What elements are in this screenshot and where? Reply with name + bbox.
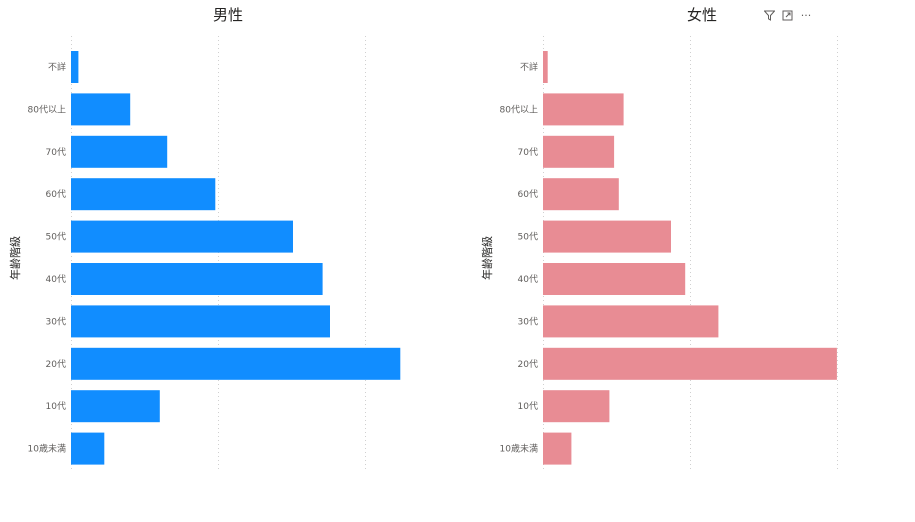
female-bar-7[interactable] [543, 347, 837, 380]
female-category-label: 60代 [518, 189, 538, 200]
male-chart-title: 男性 [213, 6, 243, 24]
female-bar-8[interactable] [543, 390, 610, 423]
female-bar-1[interactable] [543, 93, 624, 126]
more-options-icon[interactable]: ··· [800, 8, 812, 22]
male-category-label: 70代 [46, 147, 66, 158]
female-bar-5[interactable] [543, 263, 686, 295]
male-bar-1[interactable] [71, 93, 131, 126]
male-bar-3[interactable] [71, 178, 216, 211]
focus-mode-icon[interactable] [781, 9, 793, 21]
male-bar-6[interactable] [71, 305, 330, 338]
male-category-label: 50代 [46, 232, 66, 243]
male-bar-9[interactable] [71, 432, 105, 465]
female-y-axis-title: 年齢階級 [480, 236, 494, 280]
visual-header-toolbar: ··· [763, 8, 813, 22]
female-category-label: 80代以上 [500, 104, 538, 115]
female-bar-6[interactable] [543, 305, 719, 338]
male-category-label: 不詳 [48, 61, 66, 73]
male-bar-2[interactable] [71, 135, 168, 168]
female-bar-4[interactable] [543, 220, 671, 253]
male-bar-4[interactable] [71, 220, 293, 253]
female-bar-9[interactable] [543, 432, 572, 465]
female-category-label: 10代 [518, 401, 538, 412]
male-category-label: 60代 [46, 189, 66, 200]
male-category-label: 10歳未満 [28, 443, 66, 455]
male-category-label: 40代 [46, 274, 66, 285]
female-category-label: 70代 [518, 147, 538, 158]
female-category-label: 40代 [518, 274, 538, 285]
female-category-label: 10歳未満 [500, 443, 538, 455]
female-category-label: 20代 [518, 359, 538, 370]
male-bar-0[interactable] [71, 51, 79, 83]
male-bar-8[interactable] [71, 390, 160, 423]
male-bar-5[interactable] [71, 263, 323, 295]
male-y-axis-title: 年齢階級 [8, 236, 22, 280]
female-chart-title: 女性 [687, 6, 717, 24]
male-category-label: 30代 [46, 316, 66, 327]
female-category-label: 50代 [518, 232, 538, 243]
female-bar-0[interactable] [543, 51, 548, 83]
female-category-label: 不詳 [520, 61, 538, 73]
female-bar-2[interactable] [543, 135, 615, 168]
male-category-label: 80代以上 [28, 104, 66, 115]
female-category-label: 30代 [518, 316, 538, 327]
filter-icon[interactable] [763, 9, 775, 21]
male-category-label: 10代 [46, 401, 66, 412]
male-bar-7[interactable] [71, 347, 401, 380]
male-category-label: 20代 [46, 359, 66, 370]
female-bar-3[interactable] [543, 178, 619, 211]
